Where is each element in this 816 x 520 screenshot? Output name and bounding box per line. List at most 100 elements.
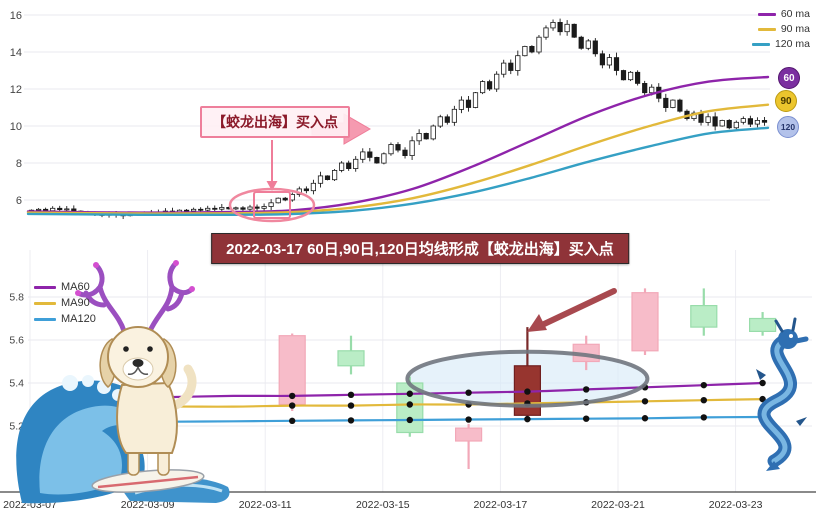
dragon-illustration	[756, 317, 809, 471]
candle	[346, 162, 352, 169]
antler-tip	[75, 290, 81, 296]
candle	[254, 206, 260, 209]
candle	[36, 208, 42, 211]
candle	[564, 23, 570, 33]
legend-item-ma60: MA60	[34, 281, 96, 293]
x-tick-label: 2022-03-21	[591, 499, 645, 511]
y-tick-label: 12	[10, 84, 22, 96]
candle	[205, 207, 211, 211]
red-arrowhead-icon	[527, 314, 547, 332]
candle	[275, 197, 281, 204]
y-tick-label: 8	[16, 158, 22, 170]
red-arrow-shaft	[539, 288, 617, 328]
candle	[726, 120, 732, 129]
candle	[423, 132, 429, 140]
candle	[642, 83, 648, 94]
candle	[585, 40, 591, 49]
candle	[465, 99, 472, 108]
candle	[331, 169, 338, 181]
MA60-dot	[583, 386, 590, 393]
candle	[754, 120, 761, 125]
dragon-head	[778, 329, 798, 349]
buy-point-rect-marker	[253, 191, 291, 219]
candle	[494, 73, 500, 90]
candle	[543, 27, 549, 38]
MA90-dot	[406, 401, 413, 408]
candle	[416, 132, 422, 142]
ma90-badge: 90	[775, 90, 797, 112]
candle	[324, 175, 331, 180]
MA60-dot	[289, 392, 296, 400]
candle	[508, 62, 514, 71]
antler-tip	[93, 262, 99, 268]
candle	[705, 116, 711, 123]
candle-2022-03-14	[337, 350, 365, 367]
candle	[663, 97, 669, 109]
foam	[62, 375, 78, 391]
legend-label: 90 ma	[780, 23, 810, 35]
MA90-dot	[759, 395, 766, 403]
x-tick-label: 2022-03-11	[239, 499, 292, 511]
MA120-dot	[641, 415, 649, 422]
candle	[268, 202, 274, 207]
dog-eye	[123, 346, 129, 352]
MA60-dot	[524, 388, 531, 395]
MA120-dot	[289, 417, 296, 425]
foam	[82, 375, 94, 387]
candle	[317, 175, 324, 184]
highlight-ellipse-stroke	[405, 349, 650, 408]
candlesticks	[28, 18, 768, 220]
candle	[50, 207, 56, 212]
candle	[212, 207, 218, 210]
candle	[458, 99, 465, 110]
dragon-fin	[796, 417, 807, 426]
MA120-dot	[465, 416, 472, 423]
legend-item-90ma: 90 ma	[757, 23, 810, 35]
candle	[677, 99, 683, 112]
candle	[613, 57, 620, 71]
y-tick-label: 14	[10, 47, 22, 59]
dragon-tail	[766, 461, 780, 471]
legend-label: 120 ma	[774, 38, 810, 50]
candle	[578, 36, 584, 49]
candle	[501, 62, 507, 75]
MA120-dot	[406, 416, 413, 424]
candle-2022-03-22	[690, 304, 718, 328]
candle	[240, 207, 246, 210]
candle	[395, 144, 401, 151]
dog-tail	[171, 364, 197, 410]
x-tick-label: 2022-03-09	[121, 499, 175, 511]
candle	[635, 71, 641, 84]
candle	[479, 81, 486, 94]
candle	[670, 99, 676, 108]
dragon-eye	[789, 334, 793, 338]
dog-nose	[132, 359, 144, 367]
ma90-swatch-icon	[757, 27, 776, 31]
90ma-line	[26, 103, 770, 215]
y-tick-label: 5.4	[9, 378, 24, 390]
legend-label: 60 ma	[780, 8, 810, 20]
pattern-title-banner: 2022-03-17 60日,90日,120日均线形成【蛟龙出海】买入点	[211, 233, 629, 264]
candle	[740, 118, 746, 123]
candlesticks	[278, 288, 777, 469]
MA90-dot	[641, 398, 649, 405]
candle	[437, 116, 443, 127]
candle-2022-03-23	[748, 317, 777, 332]
candle	[303, 188, 310, 192]
legend-label: MA60	[61, 281, 90, 293]
candle	[592, 40, 598, 55]
x-tick-label: 2022-03-15	[356, 499, 410, 511]
dog-surfer-illustration	[16, 260, 230, 504]
candle-2022-03-21	[631, 292, 659, 352]
candle	[374, 156, 380, 164]
candle	[64, 208, 70, 211]
candle	[571, 23, 577, 38]
annotation-down-arrowhead-icon	[266, 181, 278, 191]
MA60-dot	[700, 381, 707, 389]
ma90-swatch-icon	[34, 301, 56, 305]
candle	[472, 92, 479, 108]
buy-point-ellipse-marker	[228, 187, 316, 223]
wave-inner-shape	[39, 405, 142, 495]
